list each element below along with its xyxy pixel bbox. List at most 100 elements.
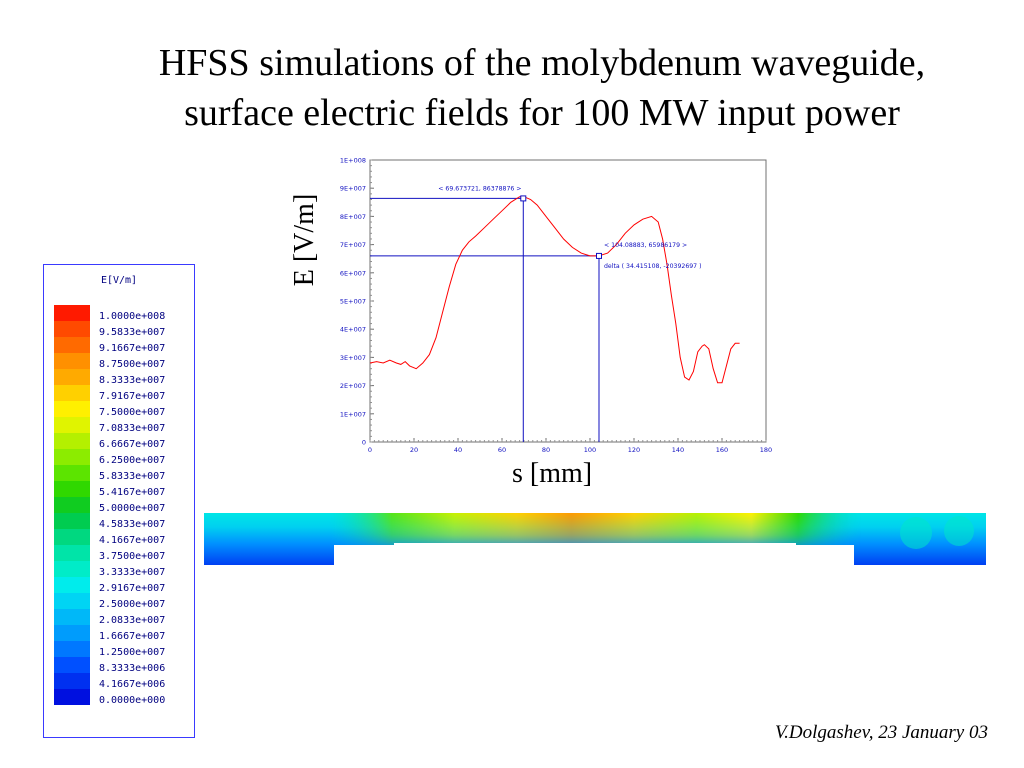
marker-label: < 104.08883, 65986179 > (604, 242, 687, 249)
legend-swatch (54, 369, 90, 385)
legend-swatch (54, 481, 90, 497)
y-tick-label: 2E+007 (340, 382, 366, 390)
x-tick-label: 140 (672, 446, 684, 454)
legend-row: 4.1667e+006 (54, 673, 194, 690)
legend-value: 7.9167e+007 (99, 391, 166, 402)
x-axis-label: s [mm] (512, 458, 593, 489)
x-tick-label: 40 (454, 446, 462, 454)
legend-swatch (54, 577, 90, 593)
legend-row: 1.6667e+007 (54, 625, 194, 642)
legend-swatch (54, 641, 90, 657)
legend-value: 4.1667e+006 (99, 679, 166, 690)
legend-row: 1.0000e+008 (54, 305, 194, 322)
legend-value: 5.8333e+007 (99, 471, 166, 482)
legend-swatch (54, 673, 90, 689)
legend-row: 3.7500e+007 (54, 545, 194, 562)
legend-value: 7.5000e+007 (99, 407, 166, 418)
legend-value: 8.7500e+007 (99, 359, 166, 370)
x-tick-label: 0 (368, 446, 372, 454)
legend-swatch (54, 513, 90, 529)
legend-row: 2.5000e+007 (54, 593, 194, 610)
y-tick-label: 3E+007 (340, 354, 366, 362)
x-tick-label: 20 (410, 446, 418, 454)
legend-swatch (54, 497, 90, 513)
legend-swatch (54, 321, 90, 337)
legend-swatch (54, 433, 90, 449)
legend-row: 7.5000e+007 (54, 401, 194, 418)
legend-value: 5.0000e+007 (99, 503, 166, 514)
x-tick-label: 180 (760, 446, 772, 454)
legend-value: 1.2500e+007 (99, 647, 166, 658)
legend-value: 2.9167e+007 (99, 583, 166, 594)
legend-swatch (54, 561, 90, 577)
legend-row: 3.3333e+007 (54, 561, 194, 578)
y-tick-label: 8E+007 (340, 213, 366, 221)
legend-row: 9.1667e+007 (54, 337, 194, 354)
legend-row: 8.3333e+007 (54, 369, 194, 386)
legend-value: 6.6667e+007 (99, 439, 166, 450)
legend-value: 8.3333e+006 (99, 663, 166, 674)
legend-row: 8.7500e+007 (54, 353, 194, 370)
y-tick-label: 7E+007 (340, 241, 366, 249)
x-tick-label: 100 (584, 446, 596, 454)
legend-swatch (54, 465, 90, 481)
legend-swatch (54, 529, 90, 545)
legend-swatch (54, 609, 90, 625)
legend-swatch (54, 449, 90, 465)
legend-swatch (54, 401, 90, 417)
legend-value: 9.5833e+007 (99, 327, 166, 338)
y-tick-label: 5E+007 (340, 298, 366, 306)
legend-swatch (54, 593, 90, 609)
legend-row: 7.9167e+007 (54, 385, 194, 402)
marker-box (595, 252, 602, 259)
series-line (369, 196, 740, 384)
legend-value: 7.0833e+007 (99, 423, 166, 434)
legend-swatch (54, 545, 90, 561)
y-tick-label: 0 (362, 439, 366, 447)
x-tick-label: 80 (542, 446, 550, 454)
legend-value: 6.2500e+007 (99, 455, 166, 466)
legend-row: 5.0000e+007 (54, 497, 194, 514)
slide-title: HFSS simulations of the molybdenum waveg… (0, 38, 1024, 138)
field-profile-chart: 0 1E+007 2E+007 3E+007 4E+007 5E+007 6E+007 7E+… (340, 157, 772, 455)
legend-value: 5.4167e+007 (99, 487, 166, 498)
legend-swatch (54, 417, 90, 433)
legend-value: 9.1667e+007 (99, 343, 166, 354)
y-tick-label: 4E+007 (340, 326, 366, 334)
y-tick-label: 6E+007 (340, 269, 366, 277)
marker-box (520, 195, 527, 202)
legend-swatch (54, 353, 90, 369)
legend-row: 1.2500e+007 (54, 641, 194, 658)
legend-value: 3.3333e+007 (99, 567, 166, 578)
color-scale-legend: E[V/m] 1.0000e+008 9.5833e+007 9.1667e+007… (43, 264, 195, 738)
x-tick-label: 60 (498, 446, 506, 454)
legend-value: 4.5833e+007 (99, 519, 166, 530)
legend-row: 6.2500e+007 (54, 449, 194, 466)
legend-row: 2.9167e+007 (54, 577, 194, 594)
marker-label: < 69.673721, 86378876 > (438, 185, 521, 192)
legend-value: 2.5000e+007 (99, 599, 166, 610)
legend-value: 2.0833e+007 (99, 615, 166, 626)
legend-value: 1.6667e+007 (99, 631, 166, 642)
author-credit: V.Dolgashev, 23 January 03 (774, 722, 988, 743)
legend-row: 6.6667e+007 (54, 433, 194, 450)
legend-row: 2.0833e+007 (54, 609, 194, 626)
legend-swatch (54, 337, 90, 353)
legend-title: E[V/m] (100, 275, 138, 286)
legend-swatch (54, 657, 90, 673)
legend-swatch (54, 689, 90, 705)
legend-row: 8.3333e+006 (54, 657, 194, 674)
legend-value: 1.0000e+008 (99, 311, 166, 322)
field-distribution-map (204, 513, 986, 565)
legend-row: 5.4167e+007 (54, 481, 194, 498)
legend-swatch (54, 625, 90, 641)
legend-row: 0.0000e+000 (54, 689, 194, 706)
delta-label: delta ( 34.415108, -20392697 ) (604, 263, 702, 270)
legend-row: 5.8333e+007 (54, 465, 194, 482)
legend-row: 4.5833e+007 (54, 513, 194, 530)
legend-value: 3.7500e+007 (99, 551, 166, 562)
title-line-2: surface electric fields for 100 MW input… (184, 92, 900, 134)
title-line-1: HFSS simulations of the molybdenum waveg… (158, 42, 926, 84)
x-tick-label: 160 (716, 446, 728, 454)
y-axis-label: E [V/m] (289, 193, 320, 287)
